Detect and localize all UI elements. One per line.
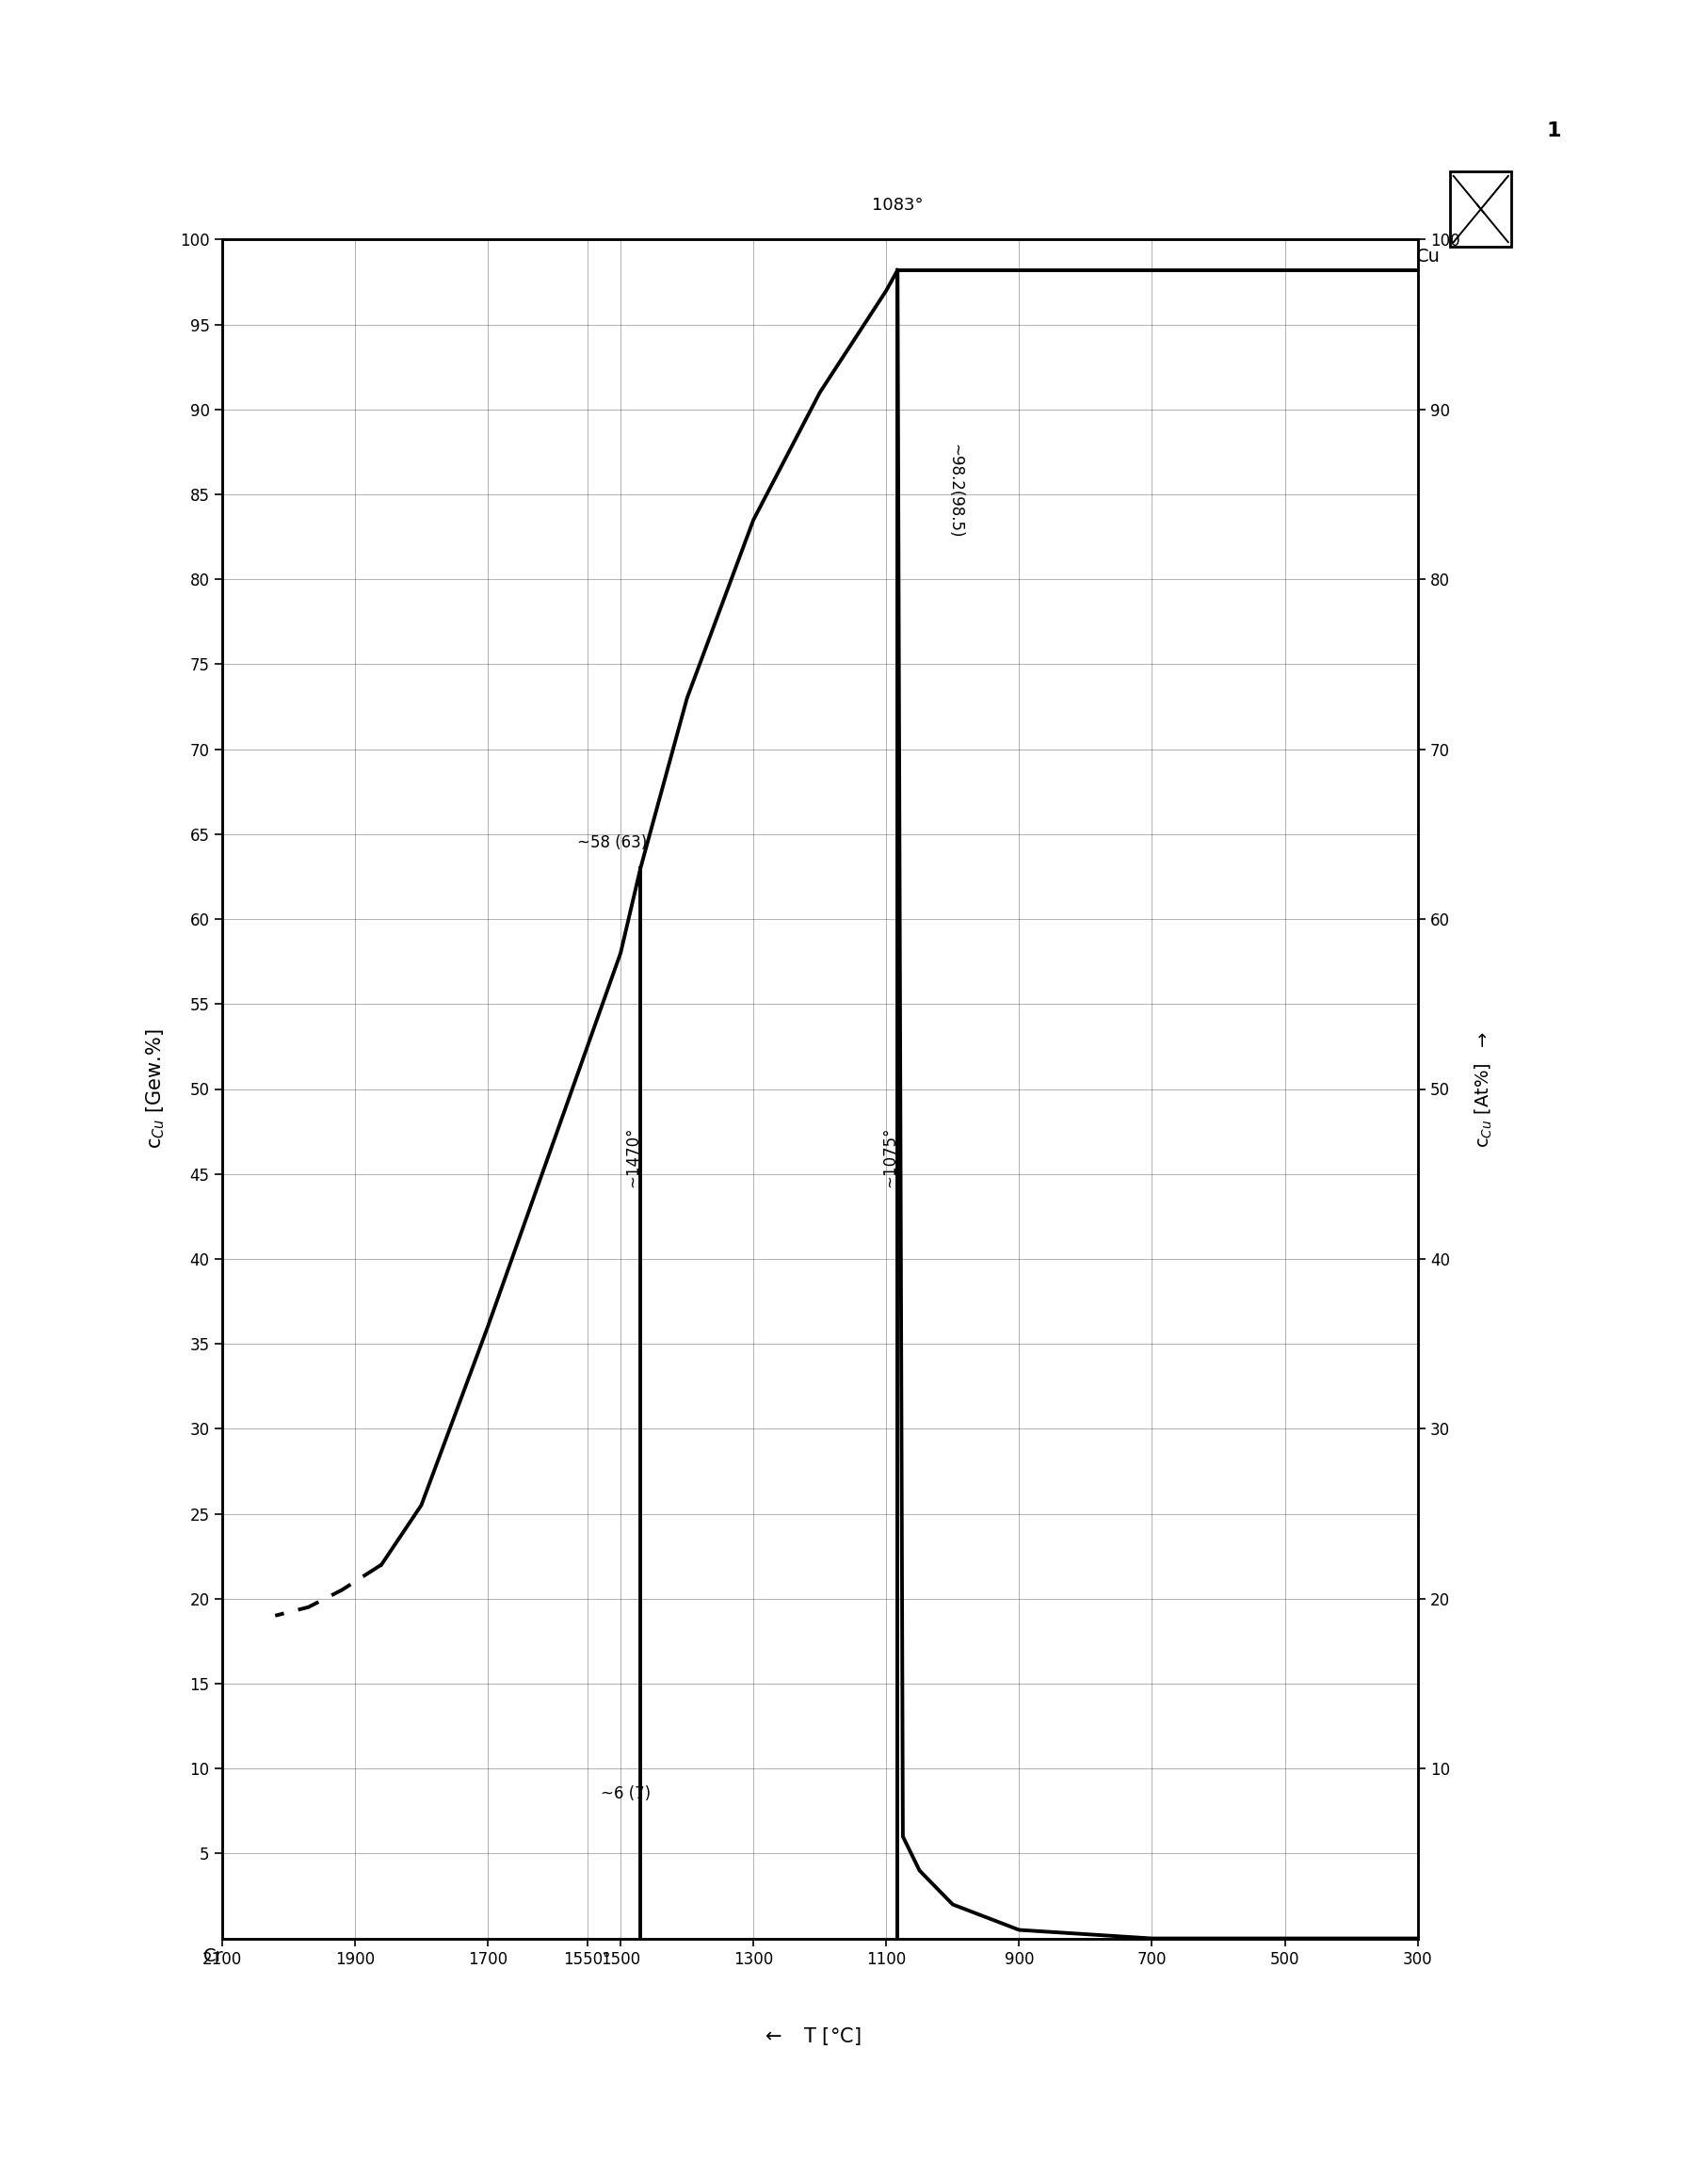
Text: ~58 (63): ~58 (63) xyxy=(577,834,647,852)
Text: ~1470°: ~1470° xyxy=(625,1126,642,1187)
Text: 1083°: 1083° xyxy=(871,198,924,213)
Text: ~6 (7): ~6 (7) xyxy=(601,1786,651,1803)
Y-axis label: c$_{Cu}$ [At%]  $\rightarrow$: c$_{Cu}$ [At%] $\rightarrow$ xyxy=(1472,1030,1494,1148)
Text: Cr: Cr xyxy=(203,1947,224,1965)
Text: ~98.2(98.5): ~98.2(98.5) xyxy=(946,444,963,538)
Text: ~1075°: ~1075° xyxy=(881,1126,898,1187)
Text: $\leftarrow$   T [°C]: $\leftarrow$ T [°C] xyxy=(762,2026,861,2047)
Text: Cu: Cu xyxy=(1416,248,1440,266)
Text: 1: 1 xyxy=(1547,122,1561,139)
Y-axis label: c$_{Cu}$ [Gew.%]: c$_{Cu}$ [Gew.%] xyxy=(145,1028,167,1150)
